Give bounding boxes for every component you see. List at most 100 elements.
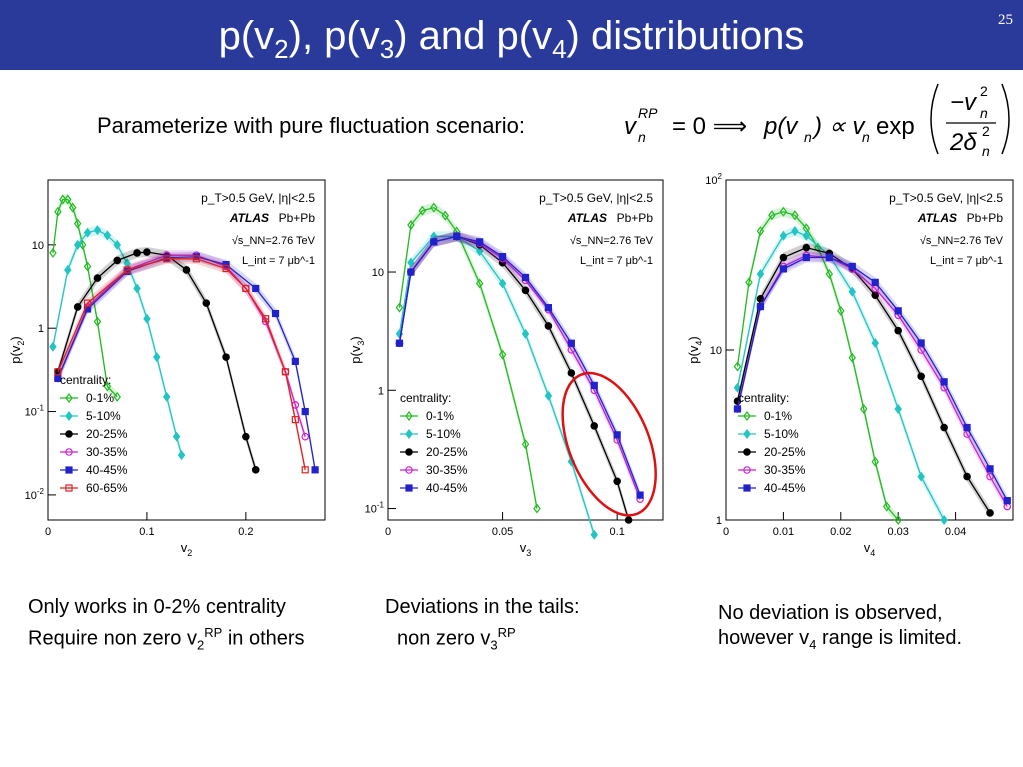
formula-lhs: v [624,113,638,140]
data-point [894,403,902,414]
title-part: ) distributions [566,14,805,58]
data-point [311,466,319,474]
tick-label: 0.01 [773,526,794,538]
data-point [743,448,751,456]
data-point [242,432,250,441]
caption-sub: 3 [490,637,498,653]
legend-entry: 0-1% [86,391,114,405]
data-point [407,219,415,230]
data-point [242,284,250,293]
y-axis-label: p(v2) [8,336,26,363]
data-point [848,286,857,297]
data-point [93,225,102,236]
title-part: ) and p(v [394,14,553,58]
chart-panel-2: 0 0.05 0.1 10-1 1 10 v3 p(v3) p_T>0.5 GeV, |η|<2… [348,179,664,558]
data-point [83,299,92,307]
y-axis-label: p(v4) [686,336,704,363]
data-point [590,529,598,540]
data-point [252,284,260,293]
data-point [871,337,879,348]
kinematic-cut-label: p_T>0.5 GeV, |η|<2.5 [889,191,1003,205]
data-point [73,303,82,311]
legend-entry: 5-10% [86,409,121,423]
data-point [917,471,925,482]
data-point [802,230,811,241]
data-point [1003,497,1011,505]
data-point [395,302,404,313]
data-point [54,368,62,376]
data-point [894,515,902,525]
data-point [395,339,404,347]
data-point [986,465,994,473]
data-point [743,429,751,439]
fit-curve [57,251,257,471]
system-label: Pb+Pb [967,211,1004,225]
legend-title: centrality: [60,373,111,387]
fit-curve [398,235,641,496]
data-point [49,341,57,352]
data-point [113,256,122,265]
caption-text: Require non zero v [28,627,197,650]
data-point [49,247,57,258]
intro-text: Parameterize with pure fluctuation scena… [97,113,525,138]
data-point [791,226,799,237]
data-point [533,503,541,514]
series-markers [54,255,309,474]
tick-label: 10-2 [25,487,45,502]
legend-entry: 30-35% [764,463,806,477]
caption-text: in others [222,627,305,650]
data-point [407,268,415,276]
caption-text: non zero v [397,627,491,650]
legend-entry: 20-25% [764,445,806,459]
kinematic-cut-label: p_T>0.5 GeV, |η|<2.5 [539,191,653,205]
legend: centrality: 0-1% 5-10% 20-25% 30-35% 40-45% 60… [60,373,128,495]
formula-lhs-sup: RP [638,105,658,121]
luminosity-label: L_int = 7 μb^-1 [930,255,1003,267]
tick-label: 102 [705,172,722,187]
data-point [262,315,270,323]
data-point [93,316,102,327]
data-point [756,295,765,303]
atlas-label: ATLAS [917,211,957,225]
system-label: Pb+Pb [279,211,316,225]
data-point [133,249,141,257]
data-point [882,501,891,512]
tick-label: 10-1 [25,404,45,419]
data-point [301,466,309,474]
formula-den-sup: 2 [982,123,990,139]
data-point [521,439,530,450]
data-point [917,339,925,347]
title-bar [0,0,1023,70]
tick-label: 0.05 [492,526,513,538]
series-markers [49,194,121,402]
luminosity-label: L_int = 7 μb^-1 [580,255,653,267]
systematic-band [399,231,641,505]
slide-title: p(v2), p(v3) and p(v4) distributions [0,14,1023,65]
data-point [544,322,553,330]
data-point [963,472,971,481]
data-point [430,202,438,213]
data-point [756,303,765,311]
legend-entry: 60-65% [86,481,128,495]
data-point [756,268,765,279]
series-markers [395,232,644,499]
data-point [624,516,633,524]
data-point [222,353,230,361]
data-point [83,261,92,272]
legend-title: centrality: [738,391,789,405]
formula-prop: ) ∝ v [811,113,866,140]
title-part: p(v [218,14,275,58]
formula-den: 2δ [949,129,977,156]
tick-label: 10 [372,267,384,279]
data-point [963,423,971,432]
legend: centrality: 0-1% 5-10% 20-25% 30-35% 40-45% [738,391,806,495]
legend-entry: 5-10% [764,427,799,441]
data-point [544,304,553,312]
fit-curve [736,211,899,521]
formula-exp: exp [876,113,915,140]
atlas-label: ATLAS [567,211,607,225]
fit-curve [736,246,991,514]
legend-entry: 20-25% [86,427,128,441]
tick-label: 1 [716,515,722,527]
energy-label: √s_NN=2.76 TeV [920,235,1004,247]
